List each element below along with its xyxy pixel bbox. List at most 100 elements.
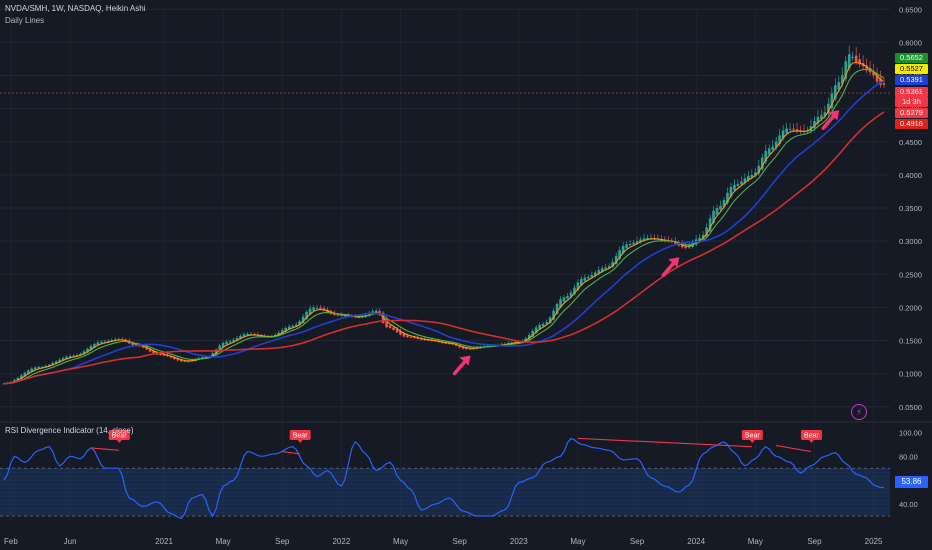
candle-body — [336, 314, 340, 316]
candle-body — [858, 59, 861, 65]
divergence-line — [776, 444, 812, 453]
candle-body — [573, 287, 576, 295]
time-tick-label: Feb — [4, 537, 18, 546]
candle-body — [44, 365, 48, 367]
candle-body — [774, 141, 778, 148]
candle-body — [284, 328, 288, 332]
time-tick-label: 2024 — [687, 537, 705, 546]
candle-body — [583, 277, 587, 281]
candle-body — [639, 239, 642, 242]
candle-body — [823, 112, 827, 117]
candle-body — [169, 355, 173, 358]
candle-body — [232, 339, 235, 342]
candle-body — [27, 370, 30, 375]
candle-body — [719, 205, 722, 210]
candle-body — [343, 315, 347, 317]
ma-line-sma_red — [3, 111, 885, 385]
candle-body — [792, 128, 795, 130]
price-tick-label: 0.6500 — [899, 5, 922, 14]
candle-body — [820, 115, 823, 119]
candle-body — [103, 341, 107, 343]
time-tick-label: Sep — [630, 537, 645, 546]
candle-body — [420, 338, 423, 340]
candle-body — [607, 266, 611, 268]
candle-body — [875, 73, 879, 82]
candle-body — [388, 325, 392, 328]
candle-body — [468, 348, 472, 350]
price-tick-label: 0.2000 — [899, 303, 922, 312]
candle-body — [701, 234, 705, 239]
price-grid — [0, 6, 932, 522]
candle-body — [40, 366, 44, 368]
candle-body — [100, 341, 103, 344]
candle-body — [225, 341, 228, 345]
time-tick-label: Sep — [275, 537, 290, 546]
candle-body — [555, 304, 559, 315]
candle-body — [628, 244, 632, 246]
candle-body — [743, 178, 747, 183]
candle-body — [712, 210, 715, 223]
candle-body — [30, 368, 34, 372]
candle-body — [635, 241, 639, 244]
candle-body — [680, 244, 684, 248]
candle-body — [548, 317, 552, 324]
candle-body — [374, 310, 378, 313]
candle-body — [246, 333, 249, 336]
candle-body — [242, 334, 246, 337]
bear-label-box — [741, 430, 763, 440]
candle-body — [830, 93, 834, 108]
candle-body — [86, 348, 89, 353]
candle-body — [614, 256, 618, 264]
price-tag: 0.4916 — [895, 119, 928, 129]
candle-body — [531, 330, 534, 337]
time-tick-label: May — [393, 537, 408, 546]
candle-body — [844, 61, 848, 79]
candle-body — [20, 375, 23, 380]
time-tick-label: 2022 — [332, 537, 350, 546]
bar-countdown: 1d 3h — [895, 97, 928, 107]
candle-body — [566, 296, 569, 299]
candle-body — [228, 341, 232, 343]
candle-body — [461, 346, 465, 349]
candle-body — [827, 103, 830, 114]
candle-body — [305, 312, 308, 319]
candle-body — [597, 270, 601, 274]
candle-body — [239, 335, 242, 339]
candle-body — [785, 128, 788, 133]
candle-body — [541, 323, 545, 327]
rsi-lines — [3, 437, 884, 520]
arrow-head — [828, 110, 840, 121]
candle-body — [625, 244, 628, 249]
rsi-title[interactable]: RSI Divergence Indicator (14, close) — [5, 426, 134, 435]
candle-body — [767, 148, 771, 155]
candle-body — [760, 157, 764, 170]
candle-body — [406, 335, 409, 338]
candles — [2, 45, 886, 385]
lightning-icon[interactable]: ⚡ — [851, 404, 867, 420]
candle-body — [447, 343, 451, 345]
candle-body — [865, 65, 868, 71]
arrow-head — [459, 355, 471, 366]
candle-body — [708, 218, 712, 232]
symbol-title[interactable]: NVDA/SMH, 1W, NASDAQ, Heikin Ashi — [5, 4, 146, 13]
candle-body — [580, 278, 583, 286]
rsi-band-fill — [0, 468, 890, 517]
candle-body — [726, 192, 729, 203]
candle-body — [545, 322, 548, 325]
candle-body — [771, 146, 774, 150]
bear-label: Bear — [293, 433, 308, 440]
candle-body — [75, 355, 79, 357]
candle-body — [47, 364, 51, 367]
candle-body — [37, 367, 41, 369]
candle-body — [872, 71, 875, 76]
bear-label-pointer — [749, 440, 755, 443]
study-title[interactable]: Daily Lines — [5, 16, 45, 25]
candle-body — [788, 128, 792, 130]
ma-line-ema_green — [3, 68, 885, 385]
candle-body — [611, 261, 614, 267]
candle-body — [107, 340, 110, 342]
candle-body — [221, 342, 225, 348]
candle-body — [642, 238, 646, 241]
bear-label-box — [108, 430, 130, 440]
